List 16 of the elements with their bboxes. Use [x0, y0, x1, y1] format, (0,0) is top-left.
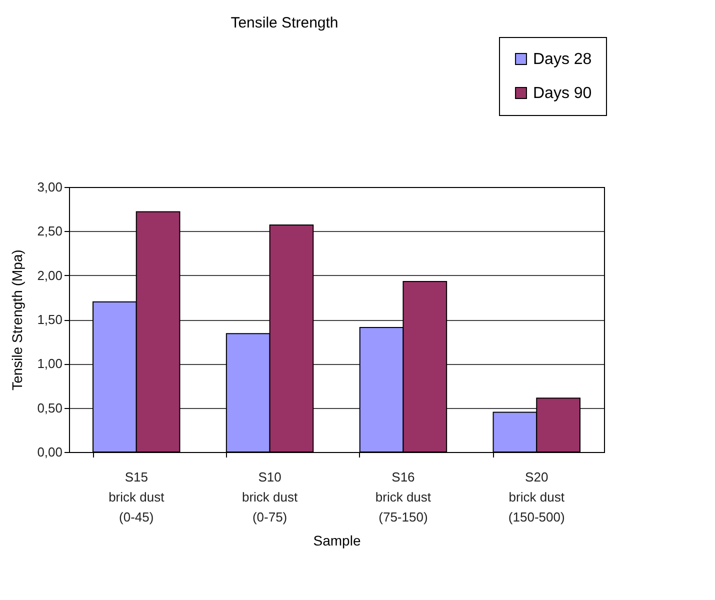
x-axis-title: Sample: [313, 532, 361, 548]
x-tick-label: S15 brick dust (0-45): [108, 470, 165, 524]
y-tick-label: 1,50: [37, 312, 62, 327]
y-tick-label: 2,50: [37, 224, 62, 239]
legend-label: Days 28: [533, 51, 592, 68]
y-tick-label: 0,50: [37, 400, 62, 416]
chart-title: Tensile Strength: [230, 14, 338, 32]
x-tick-label: S10 brick dust (0-75): [242, 470, 298, 524]
y-tick-label: 2,00: [37, 268, 62, 283]
x-tick-label: S20 brick dust (150-500): [508, 470, 565, 524]
y-tick-label: 0,00: [37, 444, 62, 460]
legend-label: Days 90: [533, 85, 592, 102]
y-axis-title: Tensile Strength (Mpa): [9, 250, 26, 390]
x-tick-label: S16 brick dust (75-150): [375, 470, 432, 524]
y-tick-label: 3,00: [37, 180, 62, 194]
y-tick-label: 1,00: [37, 356, 62, 372]
